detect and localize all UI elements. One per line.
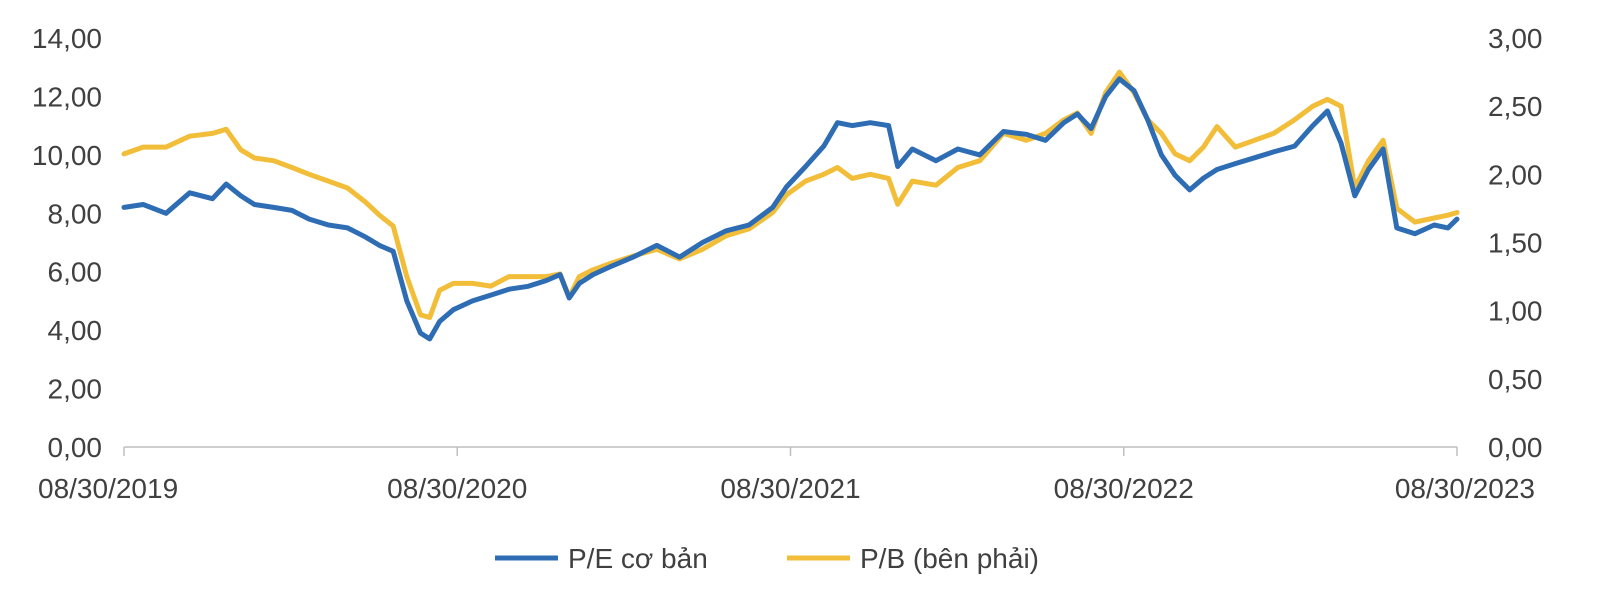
y-right-tick-label: 3,00	[1488, 23, 1543, 54]
y-right-tick-label: 0,50	[1488, 364, 1543, 395]
series-line-pb	[121, 69, 1460, 320]
y-right-tick-label: 0,00	[1488, 432, 1543, 463]
series-lines	[121, 69, 1460, 342]
x-tick-label: 08/30/2019	[38, 473, 178, 504]
y-left-tick-label: 2,00	[48, 374, 103, 405]
y-left-tick-label: 0,00	[48, 432, 103, 463]
series-line-pe	[121, 76, 1460, 342]
x-tick-label: 08/30/2022	[1054, 473, 1194, 504]
y-left-tick-label: 12,00	[32, 81, 102, 112]
y-right-tick-label: 1,50	[1488, 228, 1543, 259]
x-tick-label: 08/30/2023	[1395, 473, 1535, 504]
y-axis-right-tick-labels: 0,00 0,50 1,00 1,50 2,00 2,50 3,00	[1488, 23, 1543, 463]
y-right-tick-label: 2,50	[1488, 91, 1543, 122]
y-left-tick-label: 14,00	[32, 23, 102, 54]
x-tick-label: 08/30/2021	[720, 473, 860, 504]
y-left-tick-label: 10,00	[32, 140, 102, 171]
y-right-tick-label: 1,00	[1488, 296, 1543, 327]
x-axis-ticks: 08/30/2019 08/30/2020 08/30/2021 08/30/2022…	[38, 447, 1535, 504]
x-tick-label: 08/30/2020	[387, 473, 527, 504]
y-left-tick-label: 4,00	[48, 315, 103, 346]
legend-label-pb: P/B (bên phải)	[860, 543, 1039, 574]
legend-label-pe: P/E cơ bản	[568, 543, 708, 574]
y-right-tick-label: 2,00	[1488, 159, 1543, 190]
y-axis-left-tick-labels: 0,00 2,00 4,00 6,00 8,00 10,00 12,00 14,00	[32, 23, 102, 463]
legend: P/E cơ bản P/B (bên phải)	[495, 543, 1039, 574]
y-left-tick-label: 8,00	[48, 198, 103, 229]
y-left-tick-label: 6,00	[48, 257, 103, 288]
